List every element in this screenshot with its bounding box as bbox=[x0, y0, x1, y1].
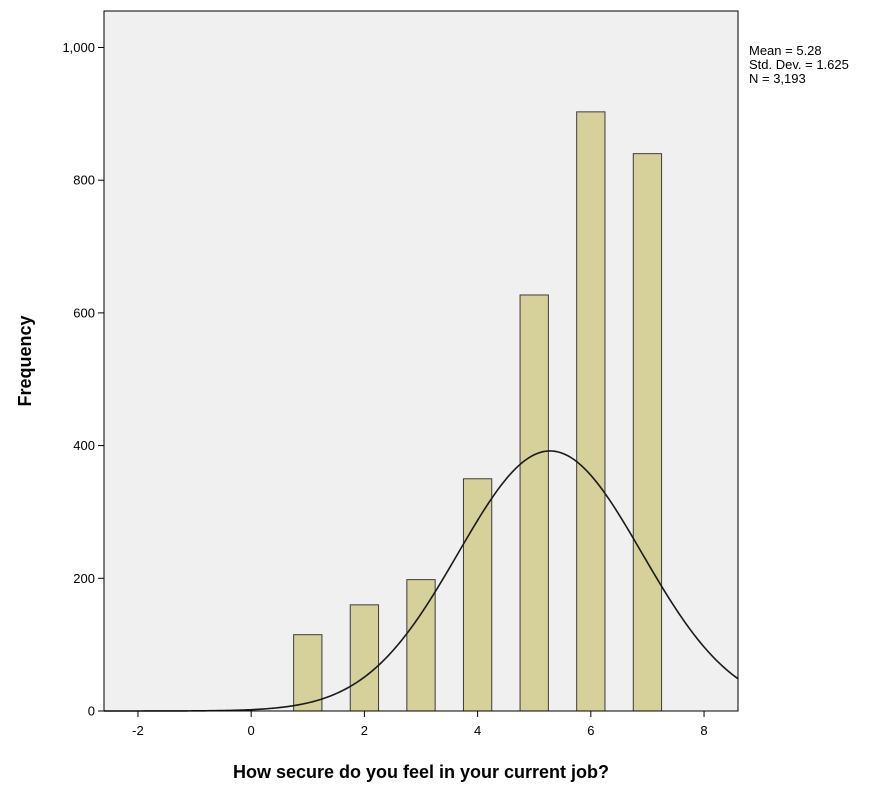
bar-6 bbox=[576, 111, 606, 712]
bar-4 bbox=[462, 478, 493, 712]
y-tick-label: 400 bbox=[73, 438, 95, 453]
bar-2 bbox=[349, 604, 380, 712]
x-tick-label: 8 bbox=[700, 723, 707, 738]
x-tick-label: 6 bbox=[587, 723, 594, 738]
y-tick-label: 200 bbox=[73, 571, 95, 586]
stats-n: N = 3,193 bbox=[749, 71, 806, 86]
bar-5 bbox=[519, 294, 549, 712]
y-tick-label: 600 bbox=[73, 305, 95, 320]
x-tick-label: -2 bbox=[132, 723, 144, 738]
stats-box: Mean = 5.28 Std. Dev. = 1.625 N = 3,193 bbox=[749, 44, 849, 86]
bar-3 bbox=[406, 579, 436, 712]
x-tick-label: 2 bbox=[361, 723, 368, 738]
x-axis-title: How secure do you feel in your current j… bbox=[233, 762, 609, 782]
y-tick-label: 800 bbox=[73, 173, 95, 188]
x-axis: -2 0 2 4 6 8 bbox=[132, 711, 708, 738]
bar-7 bbox=[632, 153, 663, 712]
plot-frame bbox=[103, 10, 739, 712]
stats-std-dev: Std. Dev. = 1.625 bbox=[749, 57, 849, 72]
y-axis: 0 200 400 600 800 1,000 bbox=[62, 40, 104, 719]
y-axis-title: Frequency bbox=[15, 315, 35, 406]
y-tick-label: 1,000 bbox=[62, 40, 95, 55]
x-tick-label: 4 bbox=[474, 723, 481, 738]
x-tick-label: 0 bbox=[248, 723, 255, 738]
bar-1 bbox=[293, 634, 323, 712]
y-tick-label: 0 bbox=[88, 704, 95, 719]
bars-group bbox=[293, 111, 663, 712]
stats-mean: Mean = 5.28 bbox=[749, 43, 822, 58]
